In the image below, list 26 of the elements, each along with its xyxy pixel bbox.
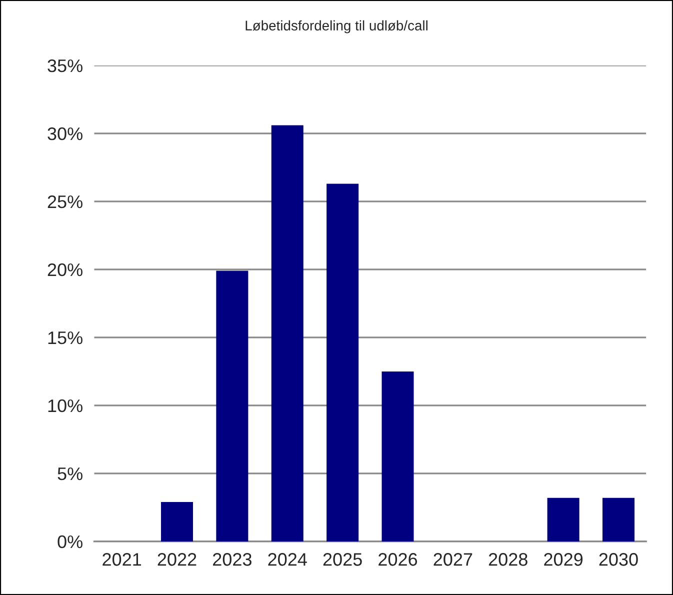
x-tick-label: 2023	[213, 553, 252, 566]
bar	[382, 371, 414, 542]
bar	[326, 184, 359, 542]
y-tick-label: 10%	[48, 399, 82, 412]
x-tick-label: 2027	[434, 553, 472, 566]
y-tick-label: 15%	[48, 331, 82, 344]
bar	[160, 502, 194, 542]
bar	[271, 125, 304, 542]
bar	[547, 498, 580, 542]
x-tick-label: 2024	[268, 553, 307, 566]
bar	[602, 498, 634, 542]
y-tick-label: 35%	[48, 59, 82, 72]
x-tick-label: 2029	[544, 553, 583, 566]
y-tick-label: 30%	[48, 127, 82, 140]
y-tick-label: 5%	[58, 467, 82, 480]
x-tick-label: 2025	[323, 553, 362, 566]
x-tick-label: 2030	[599, 553, 638, 566]
y-tick-label: 20%	[48, 263, 82, 276]
y-tick-label: 25%	[48, 195, 82, 208]
x-tick-label: 2022	[158, 553, 196, 566]
x-tick-label: 2026	[378, 553, 418, 566]
y-tick-label: 0%	[58, 535, 82, 548]
x-tick-label: 2021	[102, 553, 142, 566]
chart-title: Løbetidsfordeling til udløb/call	[246, 20, 428, 34]
x-tick-label: 2028	[488, 553, 528, 566]
bar	[216, 270, 248, 542]
